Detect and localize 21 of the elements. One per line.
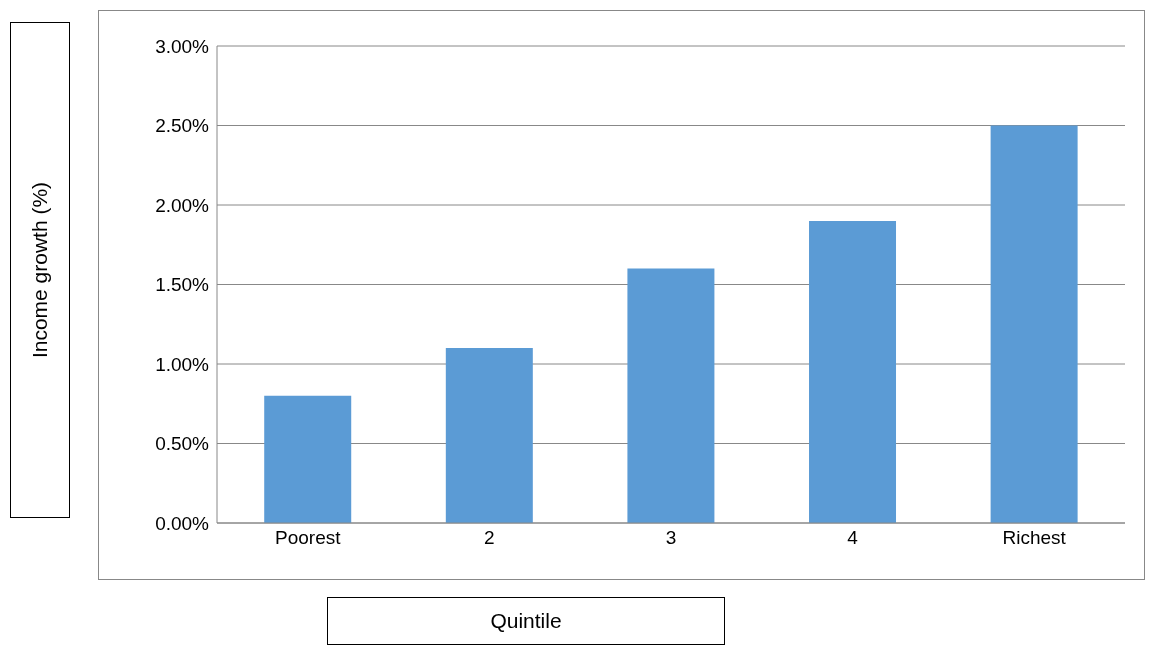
- y-tick-label: 2.50%: [155, 115, 210, 137]
- bar: [445, 348, 533, 523]
- x-tick-label: 2: [484, 527, 495, 549]
- text-box: Income growth (%): [10, 22, 70, 518]
- x-tick-label: 3: [665, 527, 677, 549]
- y-tick-label: 0.50%: [155, 433, 210, 455]
- x-tick-label: 4: [847, 527, 859, 549]
- y-tick-label: 3.00%: [155, 35, 210, 57]
- bar: [809, 220, 897, 523]
- bar: [990, 125, 1078, 523]
- x-tick-label: Richest: [1002, 527, 1067, 549]
- bar: [264, 395, 352, 523]
- bar: [627, 268, 715, 523]
- text-box: Quintile: [327, 597, 725, 645]
- y-tick-label: 0.00%: [155, 512, 210, 534]
- y-tick-label: 1.00%: [155, 353, 210, 375]
- x-tick-label: Poorest: [275, 527, 342, 549]
- y-tick-label: 2.00%: [155, 194, 210, 216]
- y-axis-title: Income growth (%): [28, 181, 52, 359]
- y-tick-label: 1.50%: [155, 274, 210, 296]
- x-axis-title: Quintile: [490, 609, 562, 633]
